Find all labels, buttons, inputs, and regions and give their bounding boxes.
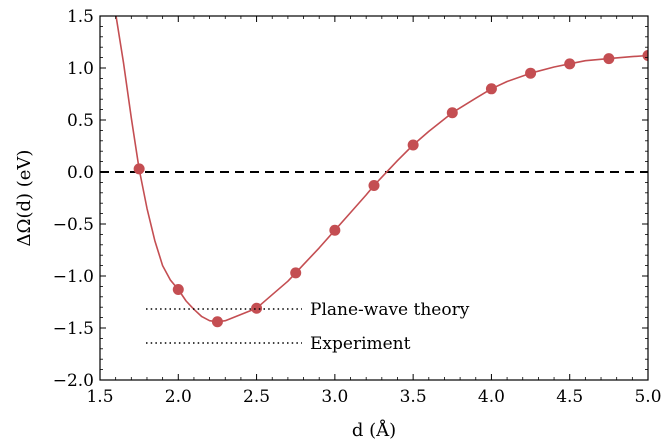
x-tick-label: 2.0 (165, 387, 192, 407)
plot-layer (100, 16, 648, 328)
y-tick-label: −1.0 (53, 267, 94, 287)
data-point (525, 67, 537, 79)
plot-frame (99, 15, 649, 381)
data-point (603, 53, 615, 65)
x-tick-label: 1.5 (86, 387, 113, 407)
y-tick-label: −1.5 (53, 319, 94, 339)
data-point (133, 163, 145, 175)
x-tick-label: 3.5 (400, 387, 427, 407)
x-tick-label: 5.0 (634, 387, 661, 407)
fit-curve (115, 16, 648, 323)
data-point (368, 180, 380, 192)
y-tick-label: 1.5 (67, 7, 94, 27)
data-point (251, 302, 263, 314)
data-point (211, 316, 223, 328)
annotation-experiment: Experiment (310, 334, 411, 354)
data-point (329, 224, 341, 236)
y-axis-label: ΔΩ(d) (eV) (14, 150, 35, 247)
x-tick-label: 3.0 (321, 387, 348, 407)
data-point (642, 50, 648, 62)
x-tick-label: 2.5 (243, 387, 270, 407)
data-point (485, 83, 497, 95)
y-tick-label: 1.0 (67, 59, 94, 79)
x-tick-label: 4.0 (478, 387, 505, 407)
annotation-plane-wave-theory: Plane-wave theory (310, 300, 470, 320)
data-point (564, 58, 576, 70)
ticks-layer: 1.5 2.0 2.5 3.0 3.5 4.0 4.5 5.0 −2.0 −1.5 −1.0 −0.5… (53, 7, 662, 407)
y-tick-label: 0.5 (67, 111, 94, 131)
data-point (407, 139, 419, 151)
data-point (290, 267, 302, 279)
data-point (172, 284, 184, 296)
data-point (446, 107, 458, 119)
x-tick-label: 4.5 (556, 387, 583, 407)
y-tick-label: −0.5 (53, 215, 94, 235)
x-axis-label: d (Å) (352, 419, 396, 441)
y-tick-label: 0.0 (67, 163, 94, 183)
y-tick-label: −2.0 (53, 371, 94, 391)
